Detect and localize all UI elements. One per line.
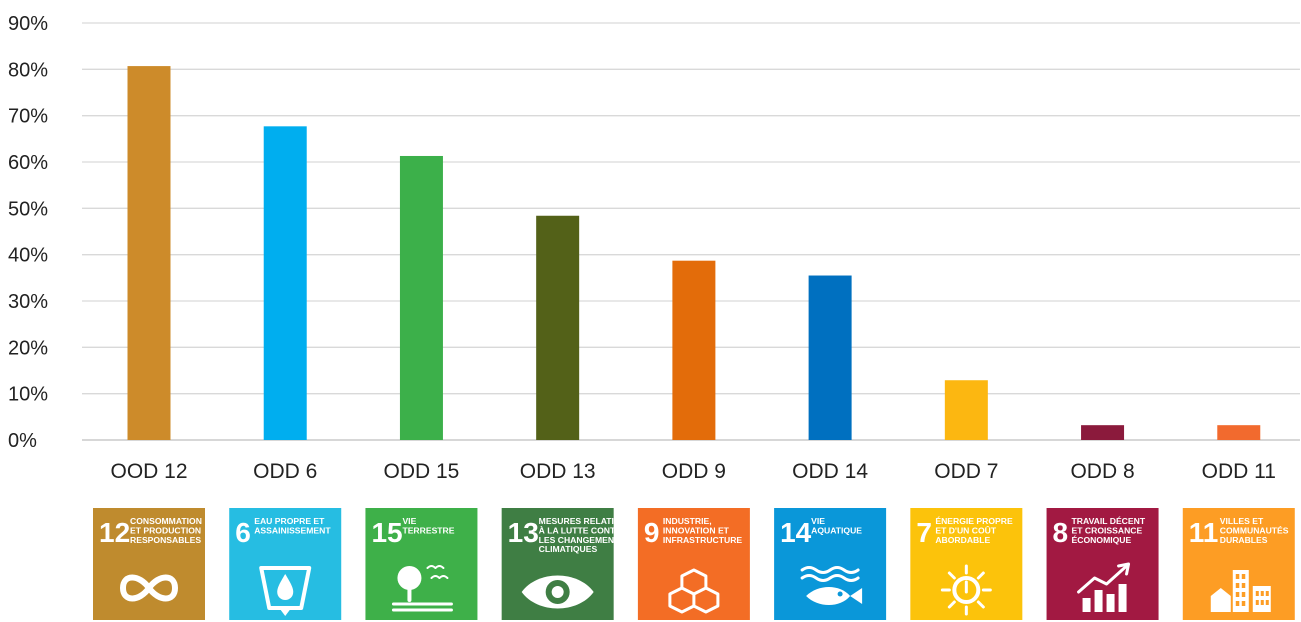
x-tick-label: ODD 11 bbox=[1202, 460, 1276, 483]
sdg-title-line: VILLES ET bbox=[1220, 516, 1264, 526]
bar bbox=[127, 66, 171, 440]
sdg-title-line: ÉNERGIE PROPRE bbox=[935, 516, 1013, 526]
y-tick-label: 20% bbox=[8, 337, 48, 359]
sdg-title-line: AQUATIQUE bbox=[811, 525, 862, 535]
y-tick-label: 60% bbox=[8, 152, 48, 174]
y-axis-tick-labels: 0% 10% 20% 30% 40% 50% 60% 70% 80% 90% bbox=[8, 13, 48, 452]
sdg-title-line: MESURES RELATIVES bbox=[539, 516, 632, 526]
x-tick-label: ODD 8 bbox=[1070, 460, 1134, 483]
bars bbox=[127, 66, 1261, 440]
sdg-title-line: TRAVAIL DÉCENT bbox=[1072, 516, 1146, 526]
cubes-icon bbox=[668, 568, 720, 614]
sdg-title-line: ABORDABLE bbox=[935, 535, 990, 545]
fish-waves-icon bbox=[800, 566, 863, 605]
sdg-title-line: CLIMATIQUES bbox=[539, 544, 598, 554]
y-tick-label: 50% bbox=[8, 198, 48, 220]
x-tick-label: ODD 14 bbox=[792, 460, 868, 483]
growth-chart-icon bbox=[1077, 562, 1131, 612]
sdg-number: 15 bbox=[371, 517, 402, 548]
sdg-title-line: VIE bbox=[811, 516, 825, 526]
city-buildings-icon bbox=[1210, 570, 1271, 612]
sdg-number: 9 bbox=[644, 517, 660, 548]
y-tick-label: 70% bbox=[8, 106, 48, 128]
sdg-title-line: ASSAINISSEMENT bbox=[254, 525, 331, 535]
sdg-number: 14 bbox=[780, 517, 812, 548]
sdg-number: 12 bbox=[99, 517, 130, 548]
x-tick-label: OOD 12 bbox=[110, 460, 187, 483]
x-tick-label: ODD 13 bbox=[520, 460, 596, 483]
sdg-title-line: EAU PROPRE ET bbox=[254, 516, 325, 526]
tree-birds-icon bbox=[391, 565, 453, 612]
sdg-number: 11 bbox=[1189, 517, 1219, 548]
sdg-title-line: ÉCONOMIQUE bbox=[1072, 535, 1132, 545]
bar bbox=[263, 126, 307, 440]
sdg-number: 7 bbox=[916, 517, 932, 548]
eye-globe-icon bbox=[521, 575, 594, 609]
bar bbox=[399, 155, 443, 440]
sdg-tile-background bbox=[365, 508, 478, 620]
sdg-number: 8 bbox=[1053, 517, 1069, 548]
y-tick-label: 80% bbox=[8, 59, 48, 81]
bar bbox=[1217, 425, 1261, 440]
y-tick-label: 40% bbox=[8, 245, 48, 267]
x-tick-label: ODD 15 bbox=[384, 460, 460, 483]
sdg-number: 6 bbox=[235, 517, 251, 548]
sdg-title-line: DURABLES bbox=[1220, 535, 1268, 545]
sdg-title-line: INDUSTRIE, bbox=[663, 516, 712, 526]
bar bbox=[808, 275, 852, 440]
x-axis-category-labels: OOD 12 ODD 6 ODD 15 ODD 13 ODD 9 ODD 14 ODD 7 O… bbox=[110, 460, 1275, 483]
x-tick-label: ODD 7 bbox=[934, 460, 998, 483]
bar bbox=[536, 215, 580, 440]
sdg-title-line: INFRASTRUCTURE bbox=[663, 535, 743, 545]
sdg-number: 13 bbox=[508, 517, 539, 548]
bar bbox=[672, 260, 716, 440]
bar bbox=[944, 380, 988, 440]
sdg-title-line: ET CROISSANCE bbox=[1072, 525, 1143, 535]
sdg-title-line: LES CHANGEMENTS bbox=[539, 535, 626, 545]
x-tick-label: ODD 9 bbox=[662, 460, 726, 483]
sdg-title-line: ET D'UN COÛT bbox=[935, 524, 997, 535]
y-tick-label: 0% bbox=[8, 430, 37, 452]
sdg-title-line: RESPONSABLES bbox=[130, 535, 201, 545]
y-tick-label: 90% bbox=[8, 13, 48, 35]
sdg-title-line: INNOVATION ET bbox=[663, 525, 730, 535]
sdg-tile-background bbox=[93, 508, 205, 620]
sdg-title-line: ET PRODUCTION bbox=[130, 525, 201, 535]
bar bbox=[1081, 425, 1125, 440]
sdg-title-line: VIE bbox=[402, 516, 416, 526]
sdg-title-line: COMMUNAUTÉS bbox=[1220, 525, 1289, 535]
sdg-title-line: CONSOMMATION bbox=[130, 516, 202, 526]
sdg-title-line: TERRESTRE bbox=[402, 525, 454, 535]
infinity-icon bbox=[120, 574, 178, 602]
y-tick-label: 30% bbox=[8, 291, 48, 313]
sdg-title-line: À LA LUTTE CONTRE bbox=[539, 525, 628, 535]
sun-power-icon bbox=[940, 564, 992, 616]
water-glass-icon bbox=[259, 566, 312, 616]
sdg-tile-background bbox=[229, 508, 342, 620]
x-tick-label: ODD 6 bbox=[253, 460, 317, 483]
y-tick-label: 10% bbox=[8, 384, 48, 406]
